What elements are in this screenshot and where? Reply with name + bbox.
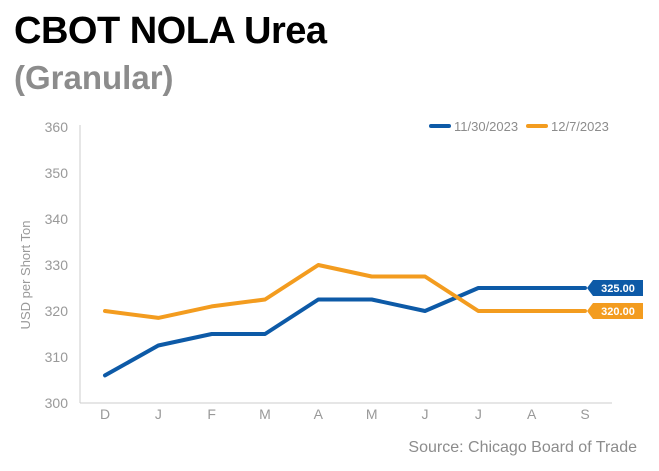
end-label-0: 325.00 [587, 280, 643, 296]
end-label-1: 320.00 [587, 303, 643, 319]
x-tick-label: A [527, 406, 537, 422]
y-tick-label: 340 [45, 211, 69, 227]
series-lines [103, 263, 587, 378]
x-tick-label: D [100, 406, 110, 422]
x-tick-label: M [259, 406, 271, 422]
legend-label: 12/7/2023 [551, 119, 609, 134]
y-tick-label: 330 [45, 257, 69, 273]
chart-title: CBOT NOLA Urea [14, 10, 327, 52]
legend-item-0: 11/30/2023 [429, 119, 518, 134]
end-labels: 325.00 320.00 [587, 280, 643, 319]
y-axis-title-group: USD per Short Ton [18, 221, 33, 330]
y-tick-labels: 300 310 320 330 340 350 360 [45, 119, 69, 411]
y-tick-label: 300 [45, 395, 69, 411]
series-line-0 [103, 286, 587, 378]
legend-label: 11/30/2023 [454, 119, 518, 134]
end-label-tag [587, 280, 643, 296]
x-tick-label: M [366, 406, 378, 422]
y-tick-label: 350 [45, 165, 69, 181]
x-tick-label: J [155, 406, 162, 422]
y-tick-label: 360 [45, 119, 69, 135]
series-line-1 [103, 263, 587, 320]
y-tick-label: 310 [45, 349, 69, 365]
x-tick-label: A [314, 406, 324, 422]
x-tick-label: S [580, 406, 589, 422]
legend-item-1: 12/7/2023 [526, 119, 609, 134]
chart-legend: 11/30/2023 12/7/2023 [429, 119, 609, 134]
chart-axes [79, 125, 612, 404]
source-note: Source: Chicago Board of Trade [408, 439, 637, 456]
x-tick-label: J [422, 406, 429, 422]
x-tick-label: J [475, 406, 482, 422]
end-label-text: 320.00 [601, 306, 635, 318]
x-tick-label: F [207, 406, 216, 422]
y-tick-label: 320 [45, 303, 69, 319]
end-label-text: 325.00 [601, 283, 635, 295]
chart-subtitle: (Granular) [14, 59, 174, 96]
end-label-tag [587, 303, 643, 319]
y-axis-title: USD per Short Ton [18, 221, 33, 330]
